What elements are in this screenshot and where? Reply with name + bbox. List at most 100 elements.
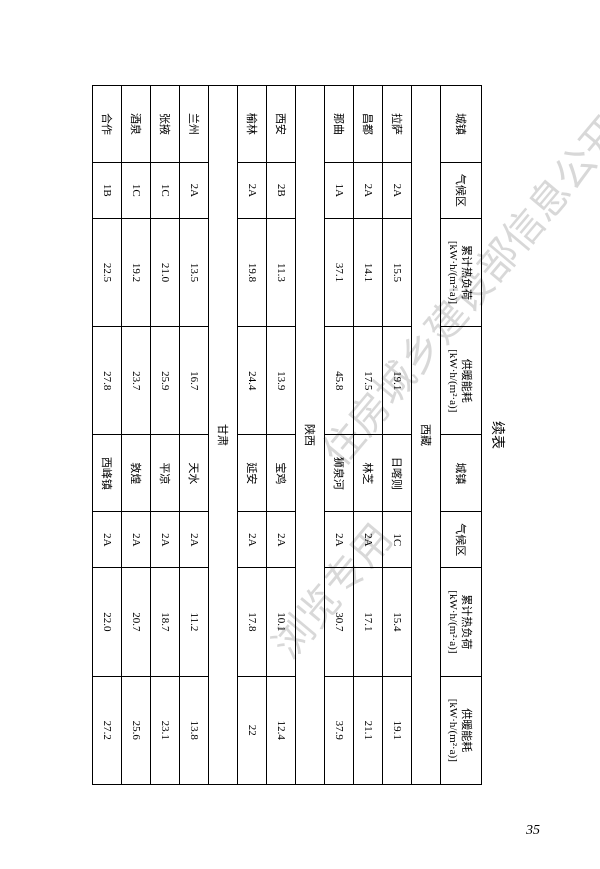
cell-c2: 宝鸡 xyxy=(267,434,296,511)
cell-e2: 37.9 xyxy=(325,676,354,784)
cell-h2: 11.2 xyxy=(180,567,209,675)
table-row: 拉萨2A15.519.1日喀则1C15.419.1 xyxy=(383,85,412,784)
cell-h2: 18.7 xyxy=(151,567,180,675)
cell-e1: 45.8 xyxy=(325,326,354,434)
cell-c2: 日喀则 xyxy=(383,434,412,511)
province-cell: 甘肃 xyxy=(209,85,238,784)
table-row: 兰州2A13.516.7天水2A11.213.8 xyxy=(180,85,209,784)
table-row: 那曲1A37.145.8狮泉河2A30.737.9 xyxy=(325,85,354,784)
cell-z2: 2A xyxy=(122,511,151,567)
cell-c1: 昌都 xyxy=(354,85,383,162)
cell-c1: 张掖 xyxy=(151,85,180,162)
cell-e2: 12.4 xyxy=(267,676,296,784)
col-cum-heat-2: 累计热负荷 [kW·h/(m²·a)] xyxy=(441,567,482,675)
cell-z1: 2A xyxy=(383,162,412,218)
cell-e2: 19.1 xyxy=(383,676,412,784)
col-city: 城镇 xyxy=(441,85,482,162)
table-title: 续表 xyxy=(488,85,508,785)
rotated-content: 续表 城镇 气候区 累计热负荷 xyxy=(92,85,508,785)
cell-z2: 1C xyxy=(383,511,412,567)
cell-h2: 10.1 xyxy=(267,567,296,675)
cell-e2: 22 xyxy=(238,676,267,784)
cell-h1: 19.8 xyxy=(238,218,267,326)
cell-c2: 狮泉河 xyxy=(325,434,354,511)
cell-e2: 25.6 xyxy=(122,676,151,784)
table-body: 西藏拉萨2A15.519.1日喀则1C15.419.1昌都2A14.117.5林… xyxy=(93,85,441,784)
cell-e2: 23.1 xyxy=(151,676,180,784)
cell-h1: 15.5 xyxy=(383,218,412,326)
province-row: 陕西 xyxy=(296,85,325,784)
cell-z1: 2A xyxy=(238,162,267,218)
cell-z2: 2A xyxy=(238,511,267,567)
cell-z2: 2A xyxy=(267,511,296,567)
cell-h1: 22.5 xyxy=(93,218,122,326)
province-cell: 西藏 xyxy=(412,85,441,784)
cell-h1: 19.2 xyxy=(122,218,151,326)
col-heat-energy-2: 供暖能耗 [kW·h/(m²·a)] xyxy=(441,676,482,784)
table-row: 昌都2A14.117.5林芝2A17.121.1 xyxy=(354,85,383,784)
table-row: 西安2B11.313.9宝鸡2A10.112.4 xyxy=(267,85,296,784)
col-city-2: 城镇 xyxy=(441,434,482,511)
cell-h2: 17.1 xyxy=(354,567,383,675)
col-heat-energy: 供暖能耗 [kW·h/(m²·a)] xyxy=(441,326,482,434)
cell-h1: 11.3 xyxy=(267,218,296,326)
cell-c2: 延安 xyxy=(238,434,267,511)
cell-e1: 16.7 xyxy=(180,326,209,434)
cell-z1: 2A xyxy=(180,162,209,218)
cell-h2: 20.7 xyxy=(122,567,151,675)
cell-h2: 22.0 xyxy=(93,567,122,675)
table-row: 合作1B22.527.8西峰镇2A22.027.2 xyxy=(93,85,122,784)
header-row: 城镇 气候区 累计热负荷 [kW·h/(m²·a)] 供暖能耗 [kW·h/(m… xyxy=(441,85,482,784)
province-row: 甘肃 xyxy=(209,85,238,784)
cell-e2: 27.2 xyxy=(93,676,122,784)
table-row: 酒泉1C19.223.7敦煌2A20.725.6 xyxy=(122,85,151,784)
col-climate-2: 气候区 xyxy=(441,511,482,567)
cell-e1: 27.8 xyxy=(93,326,122,434)
col-climate: 气候区 xyxy=(441,162,482,218)
cell-z2: 2A xyxy=(93,511,122,567)
cell-e2: 21.1 xyxy=(354,676,383,784)
cell-h1: 21.0 xyxy=(151,218,180,326)
page-number: 35 xyxy=(526,823,540,839)
cell-c2: 平凉 xyxy=(151,434,180,511)
cell-h1: 14.1 xyxy=(354,218,383,326)
table-row: 榆林2A19.824.4延安2A17.822 xyxy=(238,85,267,784)
cell-c2: 林芝 xyxy=(354,434,383,511)
cell-h1: 13.5 xyxy=(180,218,209,326)
cell-h2: 15.4 xyxy=(383,567,412,675)
cell-e2: 13.8 xyxy=(180,676,209,784)
cell-c1: 酒泉 xyxy=(122,85,151,162)
cell-h2: 17.8 xyxy=(238,567,267,675)
cell-c1: 兰州 xyxy=(180,85,209,162)
cell-e1: 19.1 xyxy=(383,326,412,434)
cell-z1: 1C xyxy=(122,162,151,218)
cell-z1: 1B xyxy=(93,162,122,218)
cell-c2: 敦煌 xyxy=(122,434,151,511)
cell-c1: 榆林 xyxy=(238,85,267,162)
cell-z2: 2A xyxy=(354,511,383,567)
cell-c1: 西安 xyxy=(267,85,296,162)
data-table: 城镇 气候区 累计热负荷 [kW·h/(m²·a)] 供暖能耗 [kW·h/(m… xyxy=(92,85,482,785)
cell-c1: 那曲 xyxy=(325,85,354,162)
cell-z1: 2B xyxy=(267,162,296,218)
cell-e1: 24.4 xyxy=(238,326,267,434)
table-row: 张掖1C21.025.9平凉2A18.723.1 xyxy=(151,85,180,784)
cell-z2: 2A xyxy=(325,511,354,567)
cell-z1: 1A xyxy=(325,162,354,218)
cell-e1: 25.9 xyxy=(151,326,180,434)
province-cell: 陕西 xyxy=(296,85,325,784)
cell-e1: 17.5 xyxy=(354,326,383,434)
cell-c2: 西峰镇 xyxy=(93,434,122,511)
cell-z2: 2A xyxy=(151,511,180,567)
cell-e1: 13.9 xyxy=(267,326,296,434)
province-row: 西藏 xyxy=(412,85,441,784)
cell-z1: 2A xyxy=(354,162,383,218)
cell-e1: 23.7 xyxy=(122,326,151,434)
cell-h2: 30.7 xyxy=(325,567,354,675)
cell-h1: 37.1 xyxy=(325,218,354,326)
cell-z2: 2A xyxy=(180,511,209,567)
cell-z1: 1C xyxy=(151,162,180,218)
cell-c1: 合作 xyxy=(93,85,122,162)
cell-c1: 拉萨 xyxy=(383,85,412,162)
cell-c2: 天水 xyxy=(180,434,209,511)
